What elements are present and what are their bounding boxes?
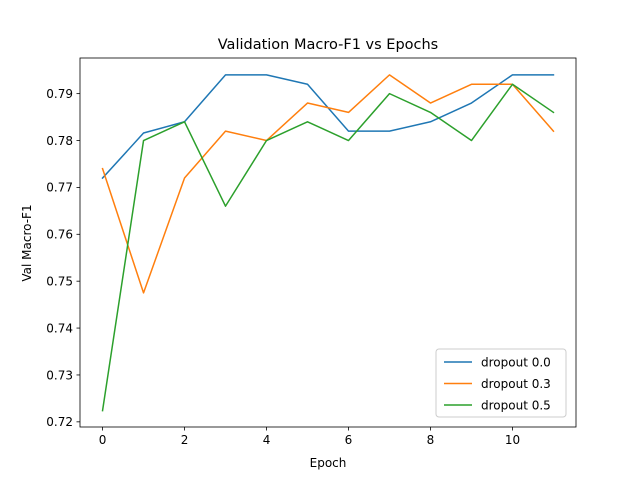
y-tick-label: 0.76	[46, 228, 73, 242]
y-axis-label: Val Macro-F1	[20, 204, 34, 281]
legend-label-0: dropout 0.0	[481, 355, 551, 369]
x-tick-label: 2	[181, 433, 189, 447]
y-tick-label: 0.78	[46, 134, 73, 148]
x-tick-label: 4	[263, 433, 271, 447]
y-tick-label: 0.75	[46, 274, 73, 288]
series-line-2	[101, 83, 555, 412]
chart-title: Validation Macro-F1 vs Epochs	[218, 37, 438, 53]
axes: 0 2 4 6 8 10 0.72 0.73 0.74 0.75 0.76 0.77 0.78 0.79	[46, 57, 577, 447]
legend-box	[435, 348, 567, 418]
series-line-1	[101, 74, 555, 294]
legend-label-1: dropout 0.3	[481, 377, 551, 391]
x-tick-label: 10	[505, 433, 520, 447]
legend: dropout 0.0 dropout 0.3 dropout 0.5	[435, 348, 567, 418]
y-tick-label: 0.74	[46, 321, 73, 335]
y-tick-label: 0.77	[46, 181, 73, 195]
plot-area	[101, 74, 555, 412]
x-tick-label: 6	[345, 433, 353, 447]
y-tick-label: 0.79	[46, 87, 73, 101]
x-axis-label: Epoch	[310, 456, 347, 470]
axes-frame	[79, 57, 577, 428]
x-tick-label: 0	[99, 433, 107, 447]
legend-label-2: dropout 0.5	[481, 398, 551, 412]
x-tick-label: 8	[427, 433, 435, 447]
y-tick-label: 0.72	[46, 415, 73, 429]
y-tick-label: 0.73	[46, 368, 73, 382]
